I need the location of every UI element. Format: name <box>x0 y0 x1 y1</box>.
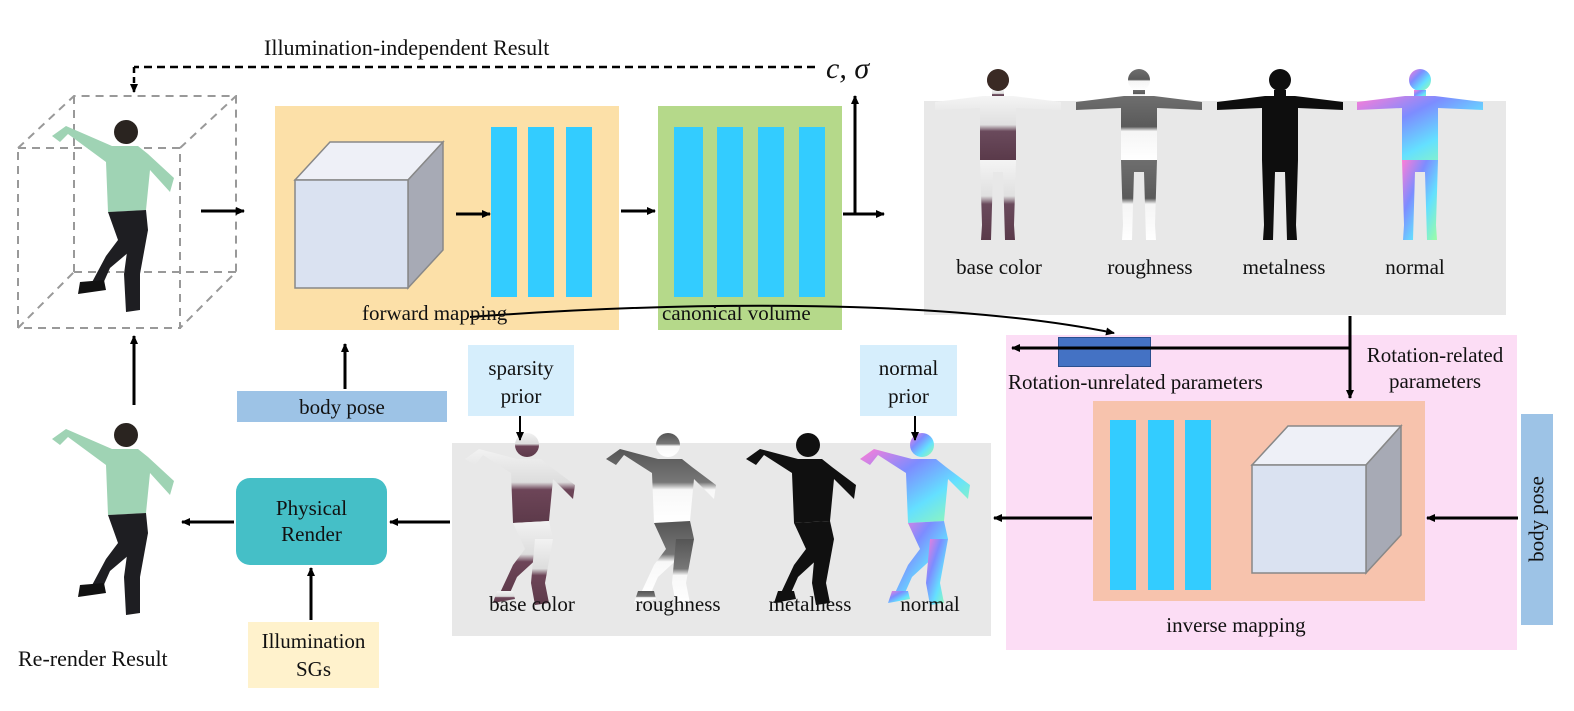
c-sigma-label: c, σ <box>826 52 870 85</box>
bottom-label-normal: normal <box>900 592 960 616</box>
bottom-label-metalness: metalness <box>768 592 852 616</box>
rotation-params-box <box>1058 337 1151 367</box>
canonical-layer-3 <box>758 127 784 297</box>
canonical-layer-4 <box>799 127 825 297</box>
forward-layer-3 <box>566 127 592 297</box>
forward-layer-2 <box>528 127 554 297</box>
illumination-label-1: Illumination <box>261 629 366 653</box>
body-pose-right-box <box>1521 414 1553 625</box>
top-label-metalness: metalness <box>1242 255 1326 279</box>
canonical-layer-2 <box>717 127 743 297</box>
inverse-mapping-panel <box>1093 401 1425 601</box>
top-materials-panel <box>924 101 1506 315</box>
forward-layer-1 <box>491 127 517 297</box>
rotation-unrelated-label: Rotation-unrelated parameters <box>1008 370 1263 394</box>
illumination-box <box>248 622 379 688</box>
rerender-result-label: Re-render Result <box>18 646 168 671</box>
physical-render-label-2: Render <box>281 522 342 546</box>
physical-render-label-1: Physical <box>275 496 348 520</box>
illumination-label-2: SGs <box>295 657 332 681</box>
top-label-normal: normal <box>1385 255 1445 279</box>
top-human-figure <box>52 120 174 312</box>
rotation-related-label-1: Rotation-related <box>1366 343 1504 367</box>
top-label-roughness: roughness <box>1107 255 1193 279</box>
physical-render-box <box>236 478 387 565</box>
inverse-layer-2 <box>1148 420 1174 590</box>
bounding-cube-icon <box>17 95 237 329</box>
top-label: Illumination-independent Result <box>264 35 550 60</box>
rotation-related-label-2: parameters <box>1388 369 1482 393</box>
sparsity-prior-box <box>468 345 574 416</box>
sparsity-label-2: prior <box>500 384 542 408</box>
forward-mapping-label: forward mapping <box>362 301 508 325</box>
body-pose-right-label: body pose <box>1524 476 1549 562</box>
canonical-layer-1 <box>674 127 703 297</box>
rerender-human-figure <box>52 423 174 615</box>
body-pose-top-label: body pose <box>299 395 385 419</box>
bottom-label-roughness: roughness <box>635 592 721 616</box>
bottom-label-base-color: base color <box>489 592 575 616</box>
body-pose-top-box <box>237 391 447 422</box>
inverse-layer-3 <box>1185 420 1211 590</box>
top-label-base-color: base color <box>956 255 1042 279</box>
sparsity-label-1: sparsity <box>488 356 554 380</box>
normal-prior-box <box>860 345 957 416</box>
canonical-volume-label: canonical volume <box>662 301 811 325</box>
normal-prior-label-1: normal <box>878 356 939 380</box>
inverse-mapping-label: inverse mapping <box>1166 613 1306 637</box>
arrow-to-c-sigma <box>843 95 859 216</box>
inverse-layer-1 <box>1110 420 1136 590</box>
normal-prior-label-2: prior <box>888 384 929 408</box>
